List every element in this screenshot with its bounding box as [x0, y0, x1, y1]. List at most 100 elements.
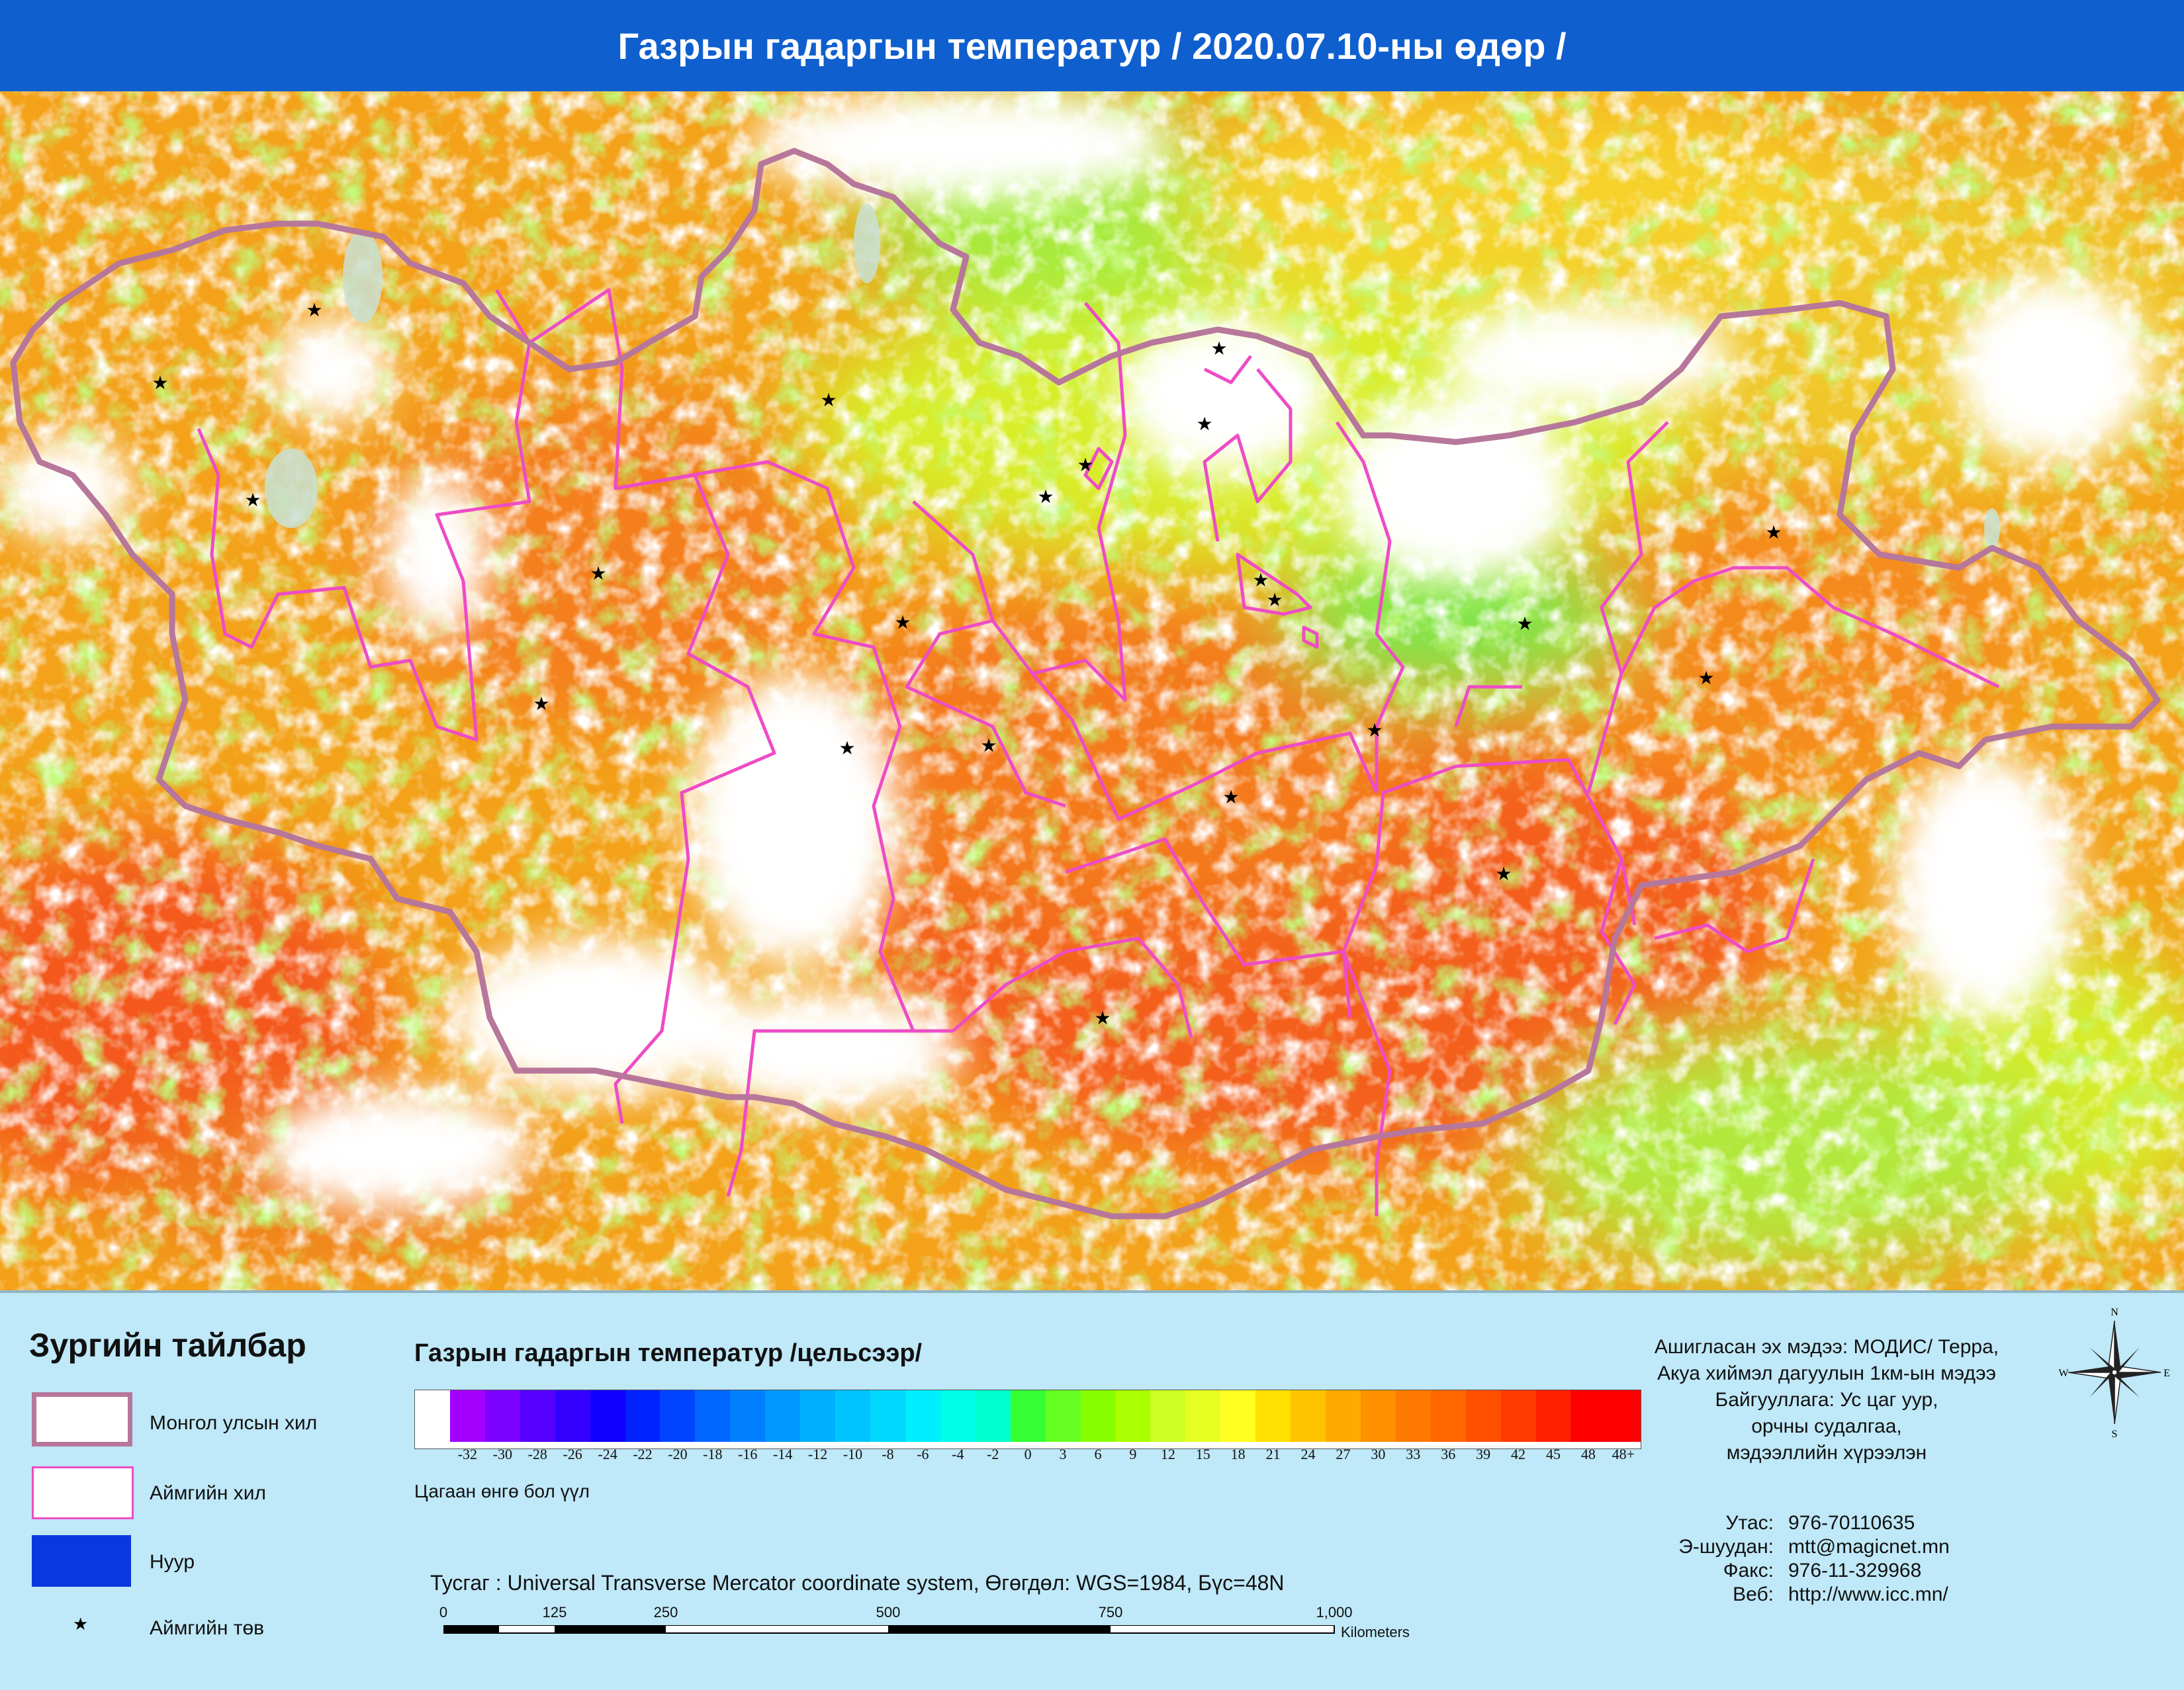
fax-label: Факс:: [1723, 1560, 1774, 1581]
colorbar-tick: 27: [1336, 1446, 1351, 1462]
colorbar-tick: -6: [917, 1446, 929, 1462]
info-line: мэдээллийн хүрээлэн: [1726, 1442, 1927, 1464]
colorbar-tick: 33: [1406, 1446, 1421, 1462]
svg-text:★: ★: [820, 389, 837, 411]
colorbar-tick: 36: [1441, 1446, 1456, 1462]
colorbar-tick: 15: [1195, 1446, 1210, 1462]
svg-text:★: ★: [1037, 486, 1054, 508]
scale-label: 1,000: [1316, 1604, 1353, 1621]
temperature-scale-title: Газрын гадаргын температур /цельсээр/: [414, 1339, 923, 1367]
svg-text:★: ★: [1765, 521, 1782, 543]
colorbar-tick: -32: [457, 1446, 478, 1462]
phone-label: Утас:: [1725, 1512, 1774, 1534]
info-line: Ашигласан эх мэдээ: МОДИС/ Терра,: [1654, 1336, 1999, 1358]
scale-label: 250: [653, 1604, 678, 1621]
colorbar-swatches: [415, 1390, 1641, 1442]
colorbar-tick: 24: [1300, 1446, 1316, 1462]
scale-units: Kilometers: [1341, 1624, 1410, 1640]
email-label: Э-шуудан:: [1678, 1536, 1774, 1558]
svg-text:★: ★: [1495, 863, 1512, 885]
scale-label: 0: [439, 1604, 448, 1621]
colorbar-tick: 42: [1511, 1446, 1526, 1462]
svg-text:★: ★: [1094, 1007, 1111, 1029]
info-line: Байгууллага: Ус цаг уур,: [1715, 1389, 1938, 1411]
mongolia-country-border: [10, 148, 2161, 1220]
colorbar-tick: 3: [1059, 1446, 1067, 1462]
colorbar-tick: 12: [1160, 1446, 1175, 1462]
compass-rose-icon: N S E W: [2058, 1307, 2170, 1439]
colorbar-tick: 6: [1094, 1446, 1102, 1462]
aimag-centers: ★ ★ ★ ★ ★ ★ ★ ★ ★ ★ ★ ★ ★ ★ ★ ★ ★ ★ ★ ★ …: [152, 299, 1782, 1029]
contact-info: Утас: 976-70110635 Э-шуудан: mtt@magicnet.…: [1674, 1511, 2019, 1607]
aimag-border-symbol: [32, 1466, 134, 1519]
colorbar-tick: 9: [1129, 1446, 1137, 1462]
colorbar-tick: -10: [842, 1446, 863, 1462]
svg-text:★: ★: [306, 299, 322, 321]
colorbar-tick: 30: [1371, 1446, 1386, 1462]
star-icon: ★: [73, 1615, 89, 1634]
colorbar-tick: -22: [633, 1446, 653, 1462]
lakes: [265, 204, 2000, 548]
colorbar-tick: -14: [773, 1446, 793, 1462]
scale-bar-graphic: [443, 1625, 1335, 1634]
temperature-colorbar: -32 -30 -28 -26 -24 -22 -20 -18 -16 -14 …: [414, 1390, 1641, 1462]
colorbar-tick: 48+: [1612, 1446, 1635, 1462]
lake-symbol: [32, 1535, 131, 1588]
legend-label-country: Монгол улсын хил: [150, 1412, 318, 1434]
colorbar-tick: -24: [598, 1446, 617, 1462]
svg-text:★: ★: [590, 562, 606, 584]
fax-value: 976-11-329968: [1788, 1560, 1922, 1581]
colorbar-tick: -4: [952, 1446, 964, 1462]
svg-text:★: ★: [533, 693, 549, 715]
svg-text:★: ★: [152, 372, 168, 394]
info-line: Акуа хиймэл дагуулын 1км-ын мэдээ: [1657, 1362, 1996, 1384]
svg-text:★: ★: [1252, 569, 1269, 591]
map-title: Газрын гадаргын температур / 2020.07.10-…: [617, 24, 1567, 67]
aimag-borders: [197, 288, 2000, 1216]
email-value: mtt@magicnet.mn: [1788, 1536, 1950, 1558]
svg-text:★: ★: [894, 611, 911, 633]
compass-e: E: [2163, 1368, 2170, 1379]
map-title-bar: Газрын гадаргын температур / 2020.07.10-…: [0, 0, 2184, 91]
colorbar-tick: 18: [1230, 1446, 1246, 1462]
compass-n: N: [2111, 1307, 2118, 1318]
svg-text:★: ★: [1210, 337, 1227, 359]
colorbar-tick: 45: [1545, 1446, 1561, 1462]
svg-text:★: ★: [1698, 667, 1714, 689]
svg-text:★: ★: [244, 489, 261, 511]
cloud-note: Цагаан өнгө бол үүл: [414, 1481, 590, 1501]
map-canvas: ★ ★ ★ ★ ★ ★ ★ ★ ★ ★ ★ ★ ★ ★ ★ ★ ★ ★ ★ ★ …: [0, 91, 2184, 1290]
scale-bar: 0 125 250 500 750 1,000 Kilometers: [424, 1604, 1410, 1664]
scale-label: 750: [1098, 1604, 1123, 1621]
colorbar-tick: 21: [1265, 1446, 1281, 1462]
scale-label: 500: [876, 1604, 901, 1621]
web-label: Веб:: [1733, 1583, 1774, 1605]
country-border-symbol: [32, 1392, 132, 1446]
svg-text:★: ★: [1266, 589, 1283, 611]
colorbar-tick: 48: [1580, 1446, 1596, 1462]
colorbar-tick: -20: [668, 1446, 688, 1462]
data-source-info: Ашигласан эх мэдээ: МОДИС/ Терра, Акуа х…: [1641, 1334, 2012, 1466]
colorbar-tick: -8: [882, 1446, 894, 1462]
svg-text:★: ★: [839, 737, 855, 759]
legend-panel: Зургийн тайлбар Монгол улсын хил Аймгийн…: [0, 1290, 2184, 1690]
compass-s: S: [2112, 1429, 2118, 1439]
colorbar-tick: -12: [807, 1446, 828, 1462]
colorbar-tick: -2: [987, 1446, 999, 1462]
colorbar-tick: 39: [1476, 1446, 1491, 1462]
legend-label-center: Аймгийн төв: [150, 1617, 265, 1639]
scale-label: 125: [542, 1604, 567, 1621]
cloud-cover: [0, 91, 2184, 1290]
svg-text:★: ★: [1077, 454, 1093, 476]
colorbar-tick: -30: [492, 1446, 512, 1462]
svg-text:★: ★: [1222, 786, 1239, 808]
svg-text:★: ★: [1196, 413, 1212, 435]
compass-w: W: [2058, 1368, 2069, 1379]
web-value: http://www.icc.mn/: [1788, 1583, 1948, 1605]
info-line: орчны судалгаа,: [1751, 1415, 1902, 1437]
svg-text:★: ★: [980, 734, 997, 756]
colorbar-tick: -28: [527, 1446, 547, 1462]
colorbar-tick: -16: [738, 1446, 758, 1462]
temperature-map: ★ ★ ★ ★ ★ ★ ★ ★ ★ ★ ★ ★ ★ ★ ★ ★ ★ ★ ★ ★ …: [0, 91, 2184, 1290]
legend-label-aimag: Аймгийн хил: [150, 1482, 267, 1504]
